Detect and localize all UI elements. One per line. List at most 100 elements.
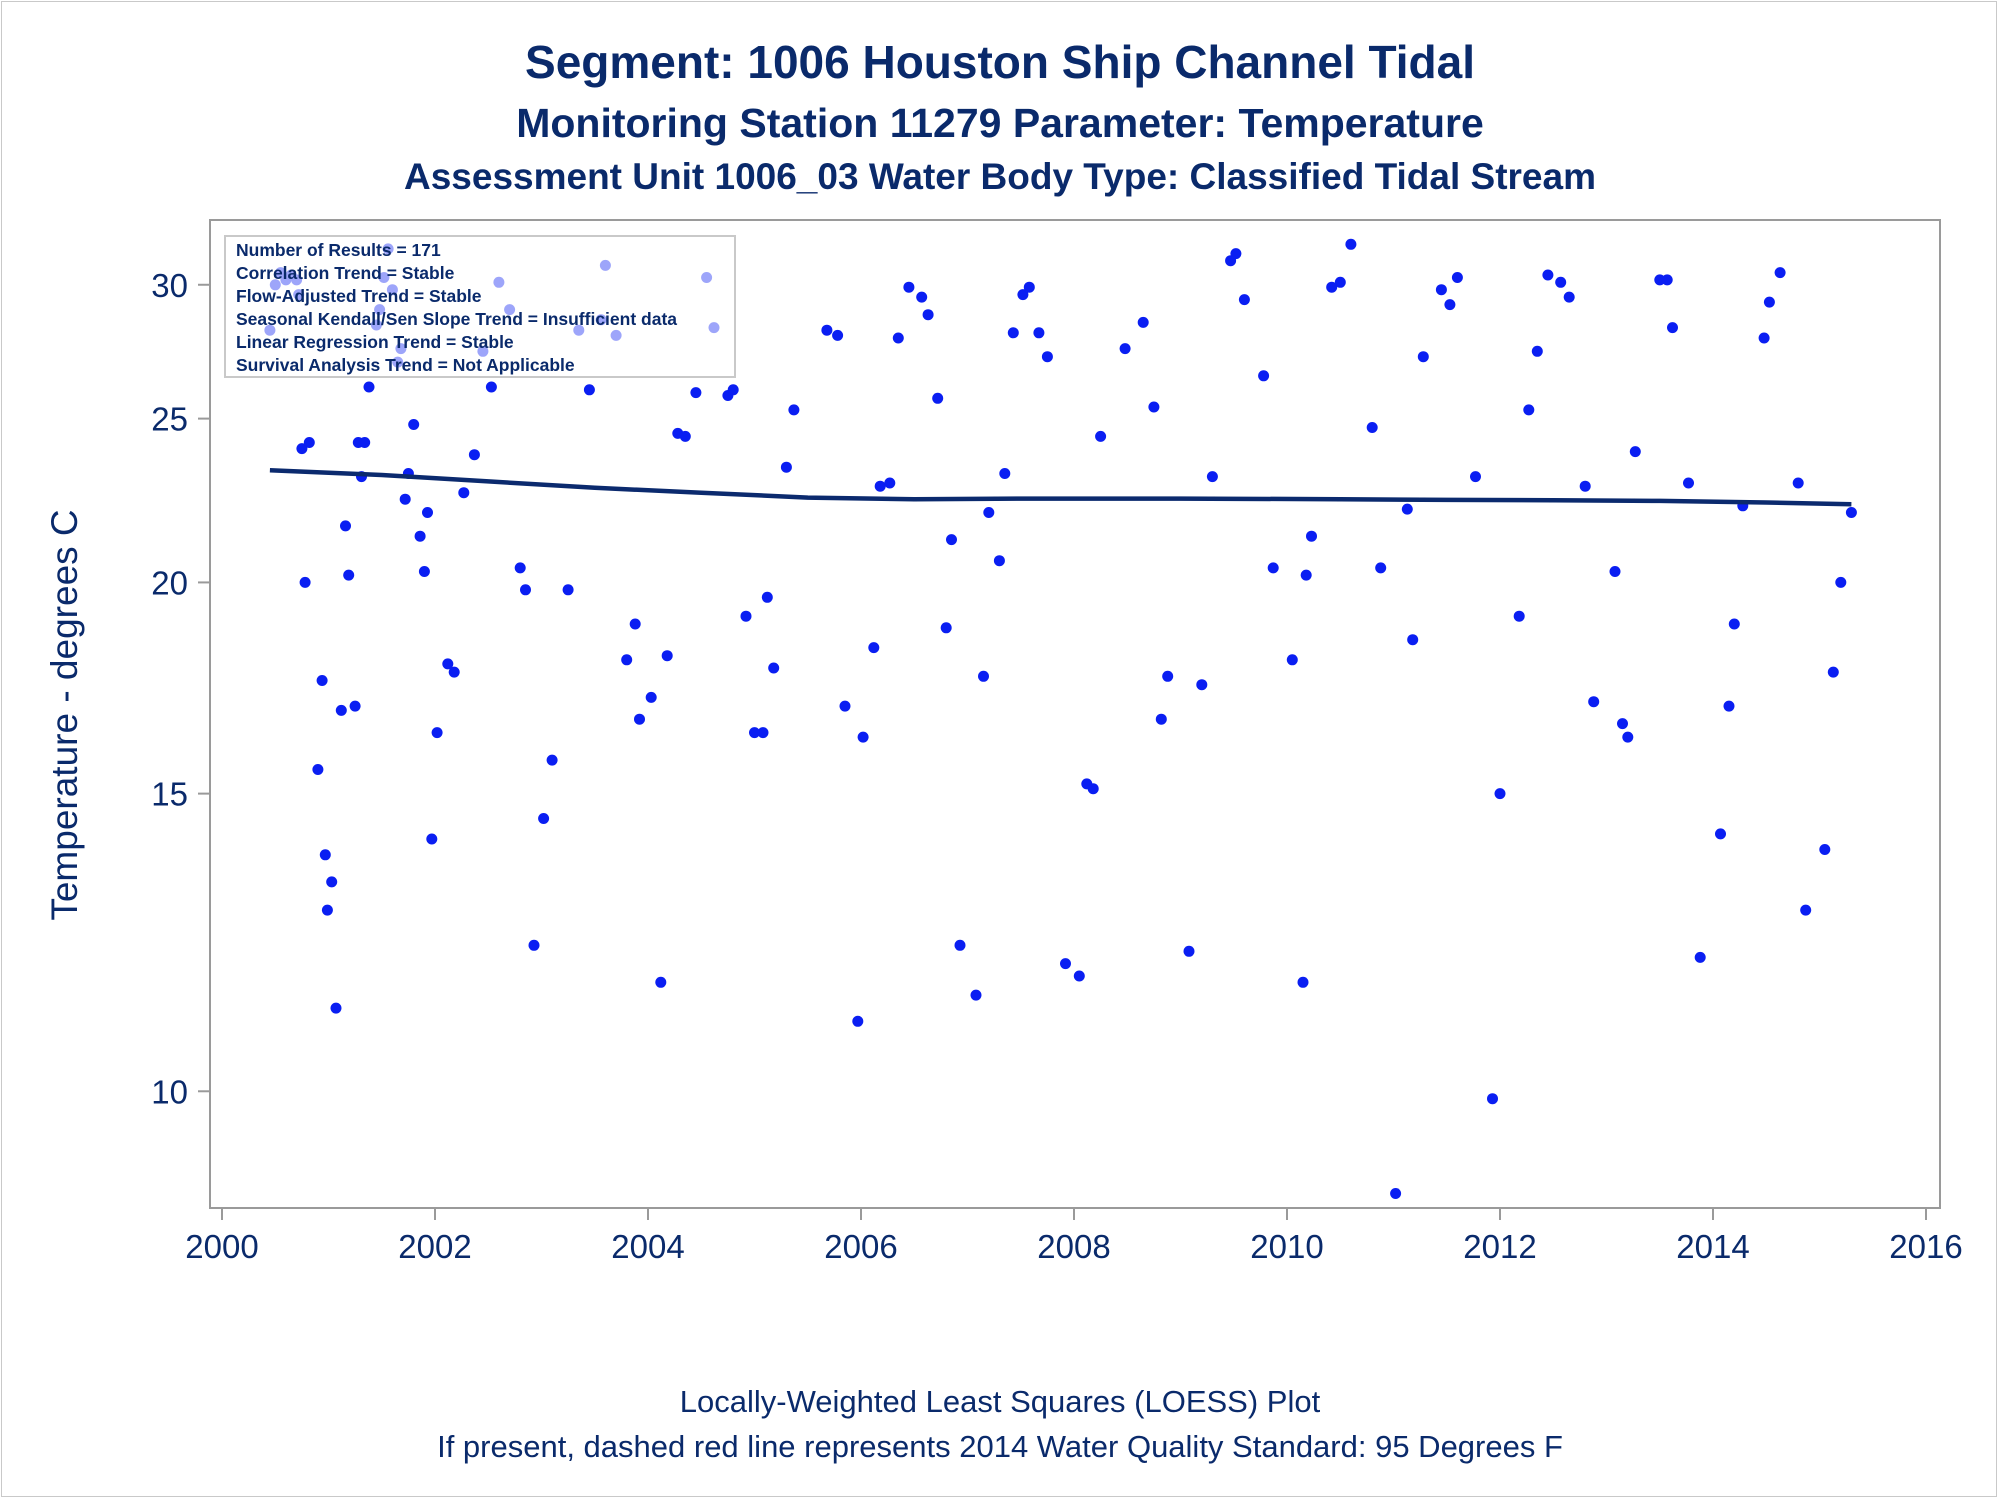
stat-survival-analysis-trend: Survival Analysis Trend = Not Applicable bbox=[236, 355, 575, 375]
data-point bbox=[1763, 296, 1775, 308]
data-point bbox=[312, 764, 324, 775]
data-point bbox=[335, 704, 347, 716]
footnote-loess: Locally-Weighted Least Squares (LOESS) P… bbox=[680, 1384, 1321, 1419]
data-point bbox=[874, 480, 886, 492]
data-point bbox=[1451, 272, 1463, 283]
data-point bbox=[528, 939, 540, 951]
data-point bbox=[1487, 1093, 1498, 1105]
stat-flow-adjusted-trend: Flow-Adjusted Trend = Stable bbox=[236, 286, 482, 306]
data-point bbox=[868, 642, 880, 654]
data-point bbox=[1667, 322, 1678, 334]
data-point bbox=[1609, 566, 1621, 577]
data-point bbox=[1417, 351, 1429, 363]
y-tick-label: 30 bbox=[151, 267, 188, 304]
data-point bbox=[857, 731, 869, 743]
data-point bbox=[1819, 844, 1831, 855]
data-point bbox=[788, 404, 800, 416]
data-point bbox=[319, 849, 331, 861]
data-point bbox=[1366, 422, 1378, 433]
chart-title: Segment: 1006 Houston Ship Channel Tidal bbox=[525, 36, 1475, 88]
data-point bbox=[303, 437, 315, 448]
x-tick-label: 2016 bbox=[1889, 1228, 1962, 1265]
loess-line bbox=[269, 468, 1852, 507]
data-point bbox=[458, 487, 470, 499]
data-point bbox=[330, 1002, 342, 1014]
data-point bbox=[983, 507, 995, 518]
data-point bbox=[562, 584, 574, 596]
data-point bbox=[1563, 291, 1575, 303]
data-point bbox=[970, 989, 982, 1001]
data-point bbox=[916, 291, 928, 303]
stat-seasonal-kendall-trend: Seasonal Kendall/Sen Slope Trend = Insuf… bbox=[236, 309, 677, 329]
data-point bbox=[1555, 276, 1567, 288]
data-point bbox=[1196, 679, 1208, 691]
data-point bbox=[1758, 332, 1770, 344]
data-point bbox=[629, 618, 641, 630]
data-point bbox=[546, 754, 558, 766]
data-point bbox=[946, 534, 957, 546]
data-point bbox=[1306, 530, 1317, 542]
stat-correlation-trend: Correlation Trend = Stable bbox=[236, 263, 455, 283]
data-point bbox=[1694, 951, 1706, 963]
data-point bbox=[1073, 970, 1085, 982]
data-point bbox=[621, 654, 633, 666]
data-point bbox=[655, 976, 667, 988]
data-point bbox=[634, 713, 645, 725]
data-point bbox=[1375, 562, 1387, 574]
x-axis: 2000 2002 2004 2006 2008 2010 2012 2014 2016 bbox=[185, 1208, 1963, 1265]
x-tick-label: 2006 bbox=[824, 1228, 897, 1265]
data-point bbox=[1728, 618, 1740, 630]
data-point bbox=[1326, 281, 1338, 293]
data-point bbox=[422, 507, 433, 518]
data-point bbox=[1390, 1188, 1402, 1199]
data-point bbox=[1792, 477, 1804, 489]
data-point bbox=[1661, 274, 1673, 286]
data-point bbox=[1017, 289, 1029, 301]
footnote-standard: If present, dashed red line represents 2… bbox=[437, 1429, 1563, 1464]
data-point bbox=[1267, 562, 1279, 574]
x-tick-label: 2004 bbox=[611, 1228, 684, 1265]
data-point bbox=[1033, 327, 1045, 339]
data-point bbox=[1494, 788, 1506, 800]
data-point bbox=[343, 569, 355, 581]
data-point bbox=[1119, 343, 1131, 355]
data-point bbox=[448, 666, 460, 678]
data-point bbox=[1622, 731, 1634, 743]
data-point bbox=[954, 939, 966, 951]
stats-box: Number of Results = 171 Correlation Tren… bbox=[224, 235, 736, 378]
data-point bbox=[1258, 370, 1270, 382]
x-tick-label: 2000 bbox=[185, 1228, 258, 1265]
data-point bbox=[1683, 477, 1694, 489]
data-point bbox=[780, 461, 792, 473]
data-point bbox=[1155, 713, 1167, 725]
data-point bbox=[932, 392, 944, 404]
data-point bbox=[884, 477, 896, 489]
x-tick-label: 2010 bbox=[1250, 1228, 1323, 1265]
y-axis-label: Temperature - degrees C bbox=[44, 509, 85, 920]
x-tick-label: 2012 bbox=[1463, 1228, 1536, 1265]
data-point bbox=[761, 591, 773, 603]
data-point bbox=[903, 281, 915, 293]
y-tick-label: 15 bbox=[151, 776, 188, 813]
data-point bbox=[359, 437, 371, 448]
data-point bbox=[821, 324, 833, 336]
data-point bbox=[414, 530, 426, 542]
data-point bbox=[340, 520, 351, 532]
data-point bbox=[1827, 666, 1839, 678]
data-point bbox=[326, 876, 338, 888]
data-point bbox=[727, 384, 739, 396]
data-point bbox=[993, 555, 1005, 567]
stat-linear-regression-trend: Linear Regression Trend = Stable bbox=[236, 332, 514, 352]
data-point bbox=[1774, 267, 1786, 279]
data-point bbox=[321, 904, 333, 916]
data-point bbox=[1286, 654, 1298, 666]
data-point bbox=[661, 650, 673, 662]
chart-subtitle-assessment: Assessment Unit 1006_03 Water Body Type:… bbox=[404, 156, 1596, 197]
data-point bbox=[852, 1015, 864, 1027]
data-point bbox=[1470, 471, 1481, 483]
x-tick-label: 2014 bbox=[1676, 1228, 1749, 1265]
data-point bbox=[978, 670, 989, 682]
data-point bbox=[363, 381, 375, 393]
chart-subtitle-station: Monitoring Station 11279 Parameter: Temp… bbox=[516, 100, 1484, 146]
